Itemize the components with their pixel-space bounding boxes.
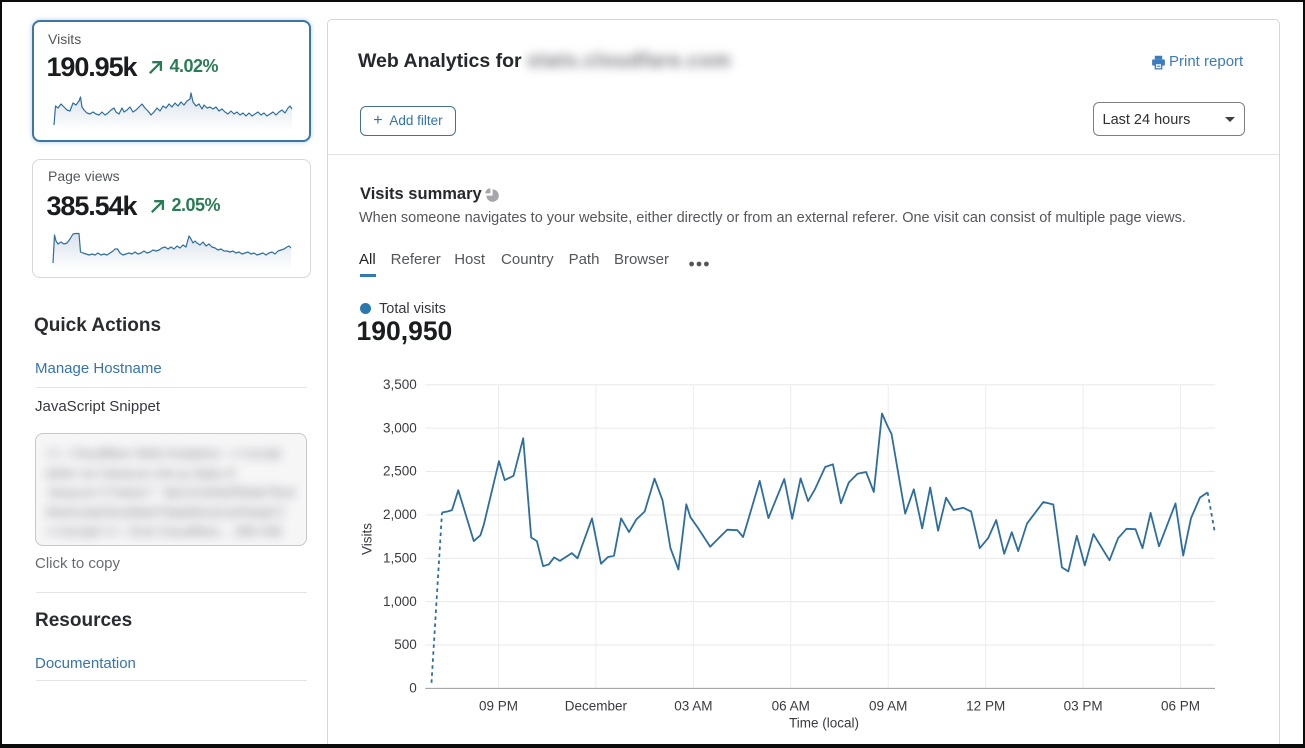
svg-text:2,000: 2,000 <box>383 507 417 522</box>
svg-text:Visits: Visits <box>360 523 375 555</box>
svg-text:0: 0 <box>409 681 417 696</box>
svg-text:3,500: 3,500 <box>383 377 417 392</box>
svg-text:1,500: 1,500 <box>383 551 417 566</box>
svg-text:December: December <box>565 699 628 714</box>
svg-text:09 AM: 09 AM <box>869 699 907 714</box>
svg-text:06 PM: 06 PM <box>1161 699 1200 714</box>
svg-text:06 AM: 06 AM <box>772 699 810 714</box>
svg-text:1,000: 1,000 <box>383 594 417 609</box>
svg-text:12 PM: 12 PM <box>966 699 1005 714</box>
svg-text:2,500: 2,500 <box>383 464 417 479</box>
svg-text:03 AM: 03 AM <box>674 699 712 714</box>
svg-text:3,000: 3,000 <box>383 420 417 435</box>
svg-text:Time (local): Time (local) <box>789 716 859 731</box>
svg-text:09 PM: 09 PM <box>479 699 518 714</box>
svg-text:03 PM: 03 PM <box>1064 699 1103 714</box>
svg-text:500: 500 <box>394 637 417 652</box>
